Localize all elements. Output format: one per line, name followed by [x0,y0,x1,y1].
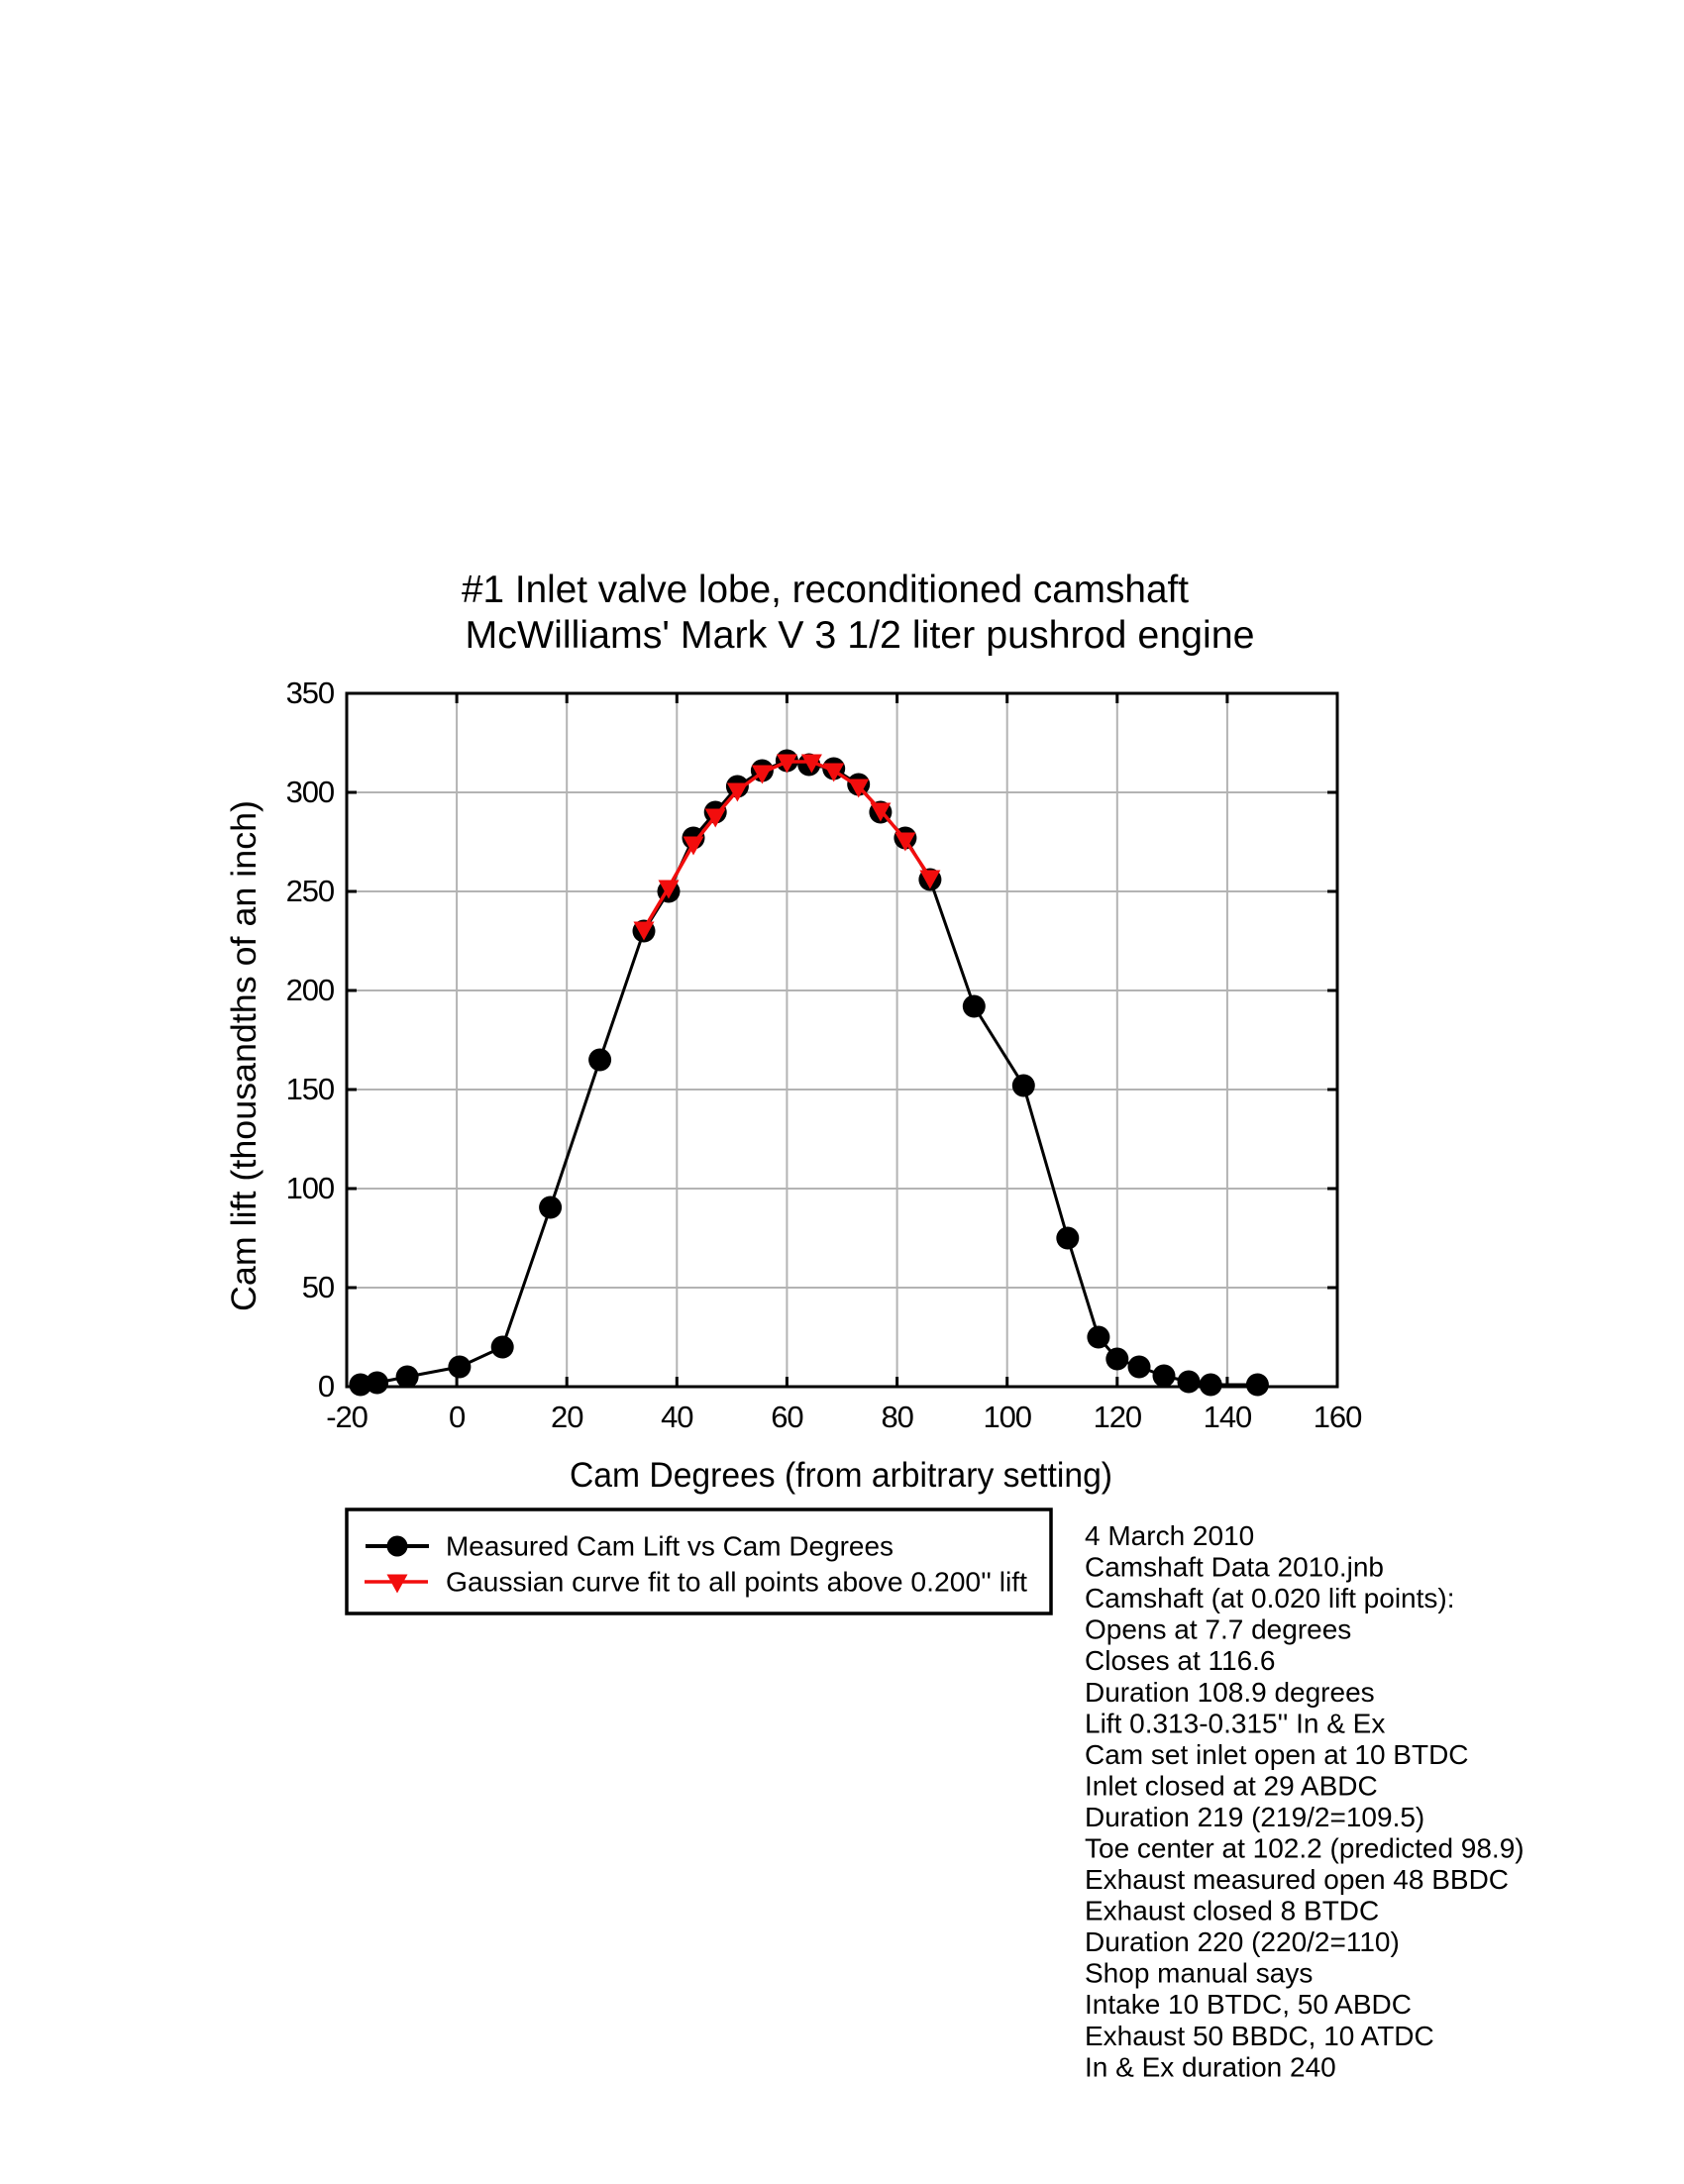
svg-text:350: 350 [286,676,335,710]
svg-text:160: 160 [1314,1400,1362,1434]
svg-text:-20: -20 [326,1400,368,1434]
svg-text:140: 140 [1204,1400,1252,1434]
svg-text:50: 50 [302,1270,335,1304]
svg-text:Exhaust 50 BBDC, 10 ATDC: Exhaust 50 BBDC, 10 ATDC [1085,2021,1434,2051]
svg-text:Opens at 7.7 degrees: Opens at 7.7 degrees [1085,1614,1351,1645]
svg-text:200: 200 [286,973,335,1007]
svg-text:100: 100 [983,1400,1031,1434]
svg-text:300: 300 [286,775,335,809]
svg-text:Exhaust measured open 48 BBDC: Exhaust measured open 48 BBDC [1085,1864,1509,1895]
svg-text:20: 20 [551,1400,583,1434]
svg-text:Lift 0.313-0.315'' In & Ex: Lift 0.313-0.315'' In & Ex [1085,1708,1385,1738]
svg-text:40: 40 [661,1400,693,1434]
svg-text:Camshaft (at 0.020 lift points: Camshaft (at 0.020 lift points): [1085,1583,1455,1613]
svg-text:#1 Inlet valve lobe, reconditi: #1 Inlet valve lobe, reconditioned camsh… [462,569,1189,611]
svg-text:80: 80 [881,1400,913,1434]
svg-text:McWilliams' Mark V 3 1/2 liter: McWilliams' Mark V 3 1/2 liter pushrod e… [466,614,1255,657]
svg-text:0: 0 [449,1400,466,1434]
svg-text:Toe center at 102.2 (predicted: Toe center at 102.2 (predicted 98.9) [1085,1833,1525,1864]
svg-text:Cam Degrees (from arbitrary se: Cam Degrees (from arbitrary setting) [570,1456,1112,1495]
svg-text:250: 250 [286,874,335,908]
svg-text:Duration 219 (219/2=109.5): Duration 219 (219/2=109.5) [1085,1802,1424,1832]
svg-text:Closes at 116.6: Closes at 116.6 [1085,1645,1276,1676]
svg-text:Duration 108.9 degrees: Duration 108.9 degrees [1085,1677,1375,1708]
svg-text:0: 0 [318,1369,335,1404]
svg-text:Cam set inlet open at 10 BTDC: Cam set inlet open at 10 BTDC [1085,1739,1469,1770]
svg-text:120: 120 [1094,1400,1142,1434]
svg-text:60: 60 [771,1400,803,1434]
svg-text:Measured Cam Lift vs Cam Degre: Measured Cam Lift vs Cam Degrees [446,1531,894,1562]
svg-text:Duration 220 (220/2=110): Duration 220 (220/2=110) [1085,1926,1400,1957]
svg-text:Intake 10 BTDC, 50 ABDC: Intake 10 BTDC, 50 ABDC [1085,1989,1412,2020]
svg-text:Inlet closed at 29 ABDC: Inlet closed at 29 ABDC [1085,1770,1378,1801]
svg-text:Gaussian curve fit to all poin: Gaussian curve fit to all points above 0… [446,1567,1027,1598]
svg-text:150: 150 [286,1072,335,1106]
svg-text:Shop manual says: Shop manual says [1085,1958,1313,1989]
svg-text:In & Ex duration 240: In & Ex duration 240 [1085,2051,1336,2082]
svg-text:4 March 2010: 4 March 2010 [1085,1520,1254,1551]
svg-text:Camshaft Data 2010.jnb: Camshaft Data 2010.jnb [1085,1552,1384,1583]
svg-text:Exhaust closed 8 BTDC: Exhaust closed 8 BTDC [1085,1896,1379,1926]
svg-text:Cam lift (thousandths of an in: Cam lift (thousandths of an inch) [225,800,263,1311]
svg-text:100: 100 [286,1171,335,1205]
